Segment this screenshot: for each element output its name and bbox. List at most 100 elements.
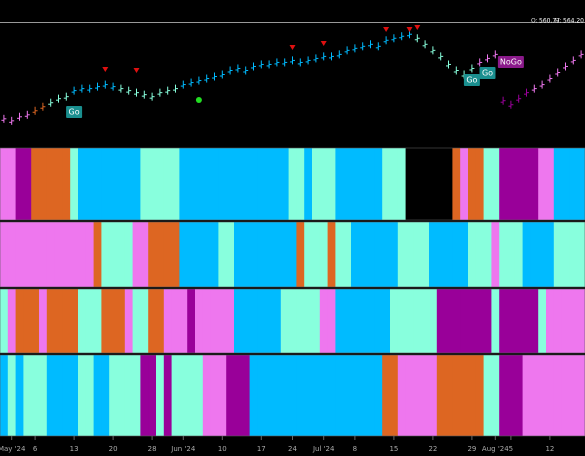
heat-cell — [163, 148, 172, 220]
price-bar — [110, 82, 116, 91]
heat-cell — [62, 222, 71, 287]
heat-cell — [514, 289, 523, 353]
heat-cell — [109, 355, 118, 436]
heat-cell — [46, 148, 55, 220]
heat-cell — [351, 148, 360, 220]
price-bar — [243, 66, 249, 75]
heat-cell — [421, 148, 430, 220]
signal-triangle — [406, 27, 413, 32]
heat-cell — [312, 355, 321, 436]
x-tick-label: 13 — [70, 445, 79, 453]
heat-cell — [241, 222, 250, 287]
price-bar — [212, 72, 217, 81]
heat-cell — [202, 222, 211, 287]
heat-cell — [397, 289, 406, 353]
heat-cell — [538, 148, 547, 220]
heat-cell — [218, 355, 227, 436]
signal-triangle — [320, 41, 327, 46]
heat-cell — [296, 289, 305, 353]
heat-cell — [499, 289, 508, 353]
x-tick-label: 22 — [428, 445, 437, 453]
x-tick-label: 5 — [509, 445, 513, 453]
heat-cell — [257, 355, 266, 436]
heat-cell — [561, 222, 570, 287]
heat-cell — [109, 222, 118, 287]
heat-cell — [429, 148, 438, 220]
price-bar — [524, 88, 529, 97]
heat-cell — [93, 148, 102, 220]
heat-cell — [179, 222, 188, 287]
x-tick-label: Jul '24 — [312, 445, 335, 453]
price-bar — [63, 92, 69, 101]
heat-cell — [187, 289, 196, 353]
heat-cell — [312, 222, 321, 287]
heat-cell — [187, 355, 196, 436]
heat-cell — [85, 148, 94, 220]
heat-cell — [390, 355, 399, 436]
heat-cell — [85, 289, 94, 353]
heat-cell — [312, 148, 321, 220]
x-tick-label: 8 — [353, 445, 357, 453]
price-bar — [563, 62, 568, 71]
heat-cell — [140, 289, 149, 353]
price-bar — [134, 88, 139, 97]
heat-cell — [351, 355, 360, 436]
heat-cell — [54, 289, 63, 353]
heat-cell — [444, 355, 453, 436]
band-border — [0, 147, 585, 221]
heat-cell — [460, 148, 469, 220]
heat-cell — [304, 222, 313, 287]
signal-dot — [195, 97, 202, 103]
x-tick-label: 12 — [545, 445, 554, 453]
price-bar — [102, 80, 108, 89]
heat-cell — [507, 355, 516, 436]
heat-cell — [413, 148, 422, 220]
heat-cell — [179, 355, 188, 436]
heat-cell — [483, 289, 492, 353]
heat-cell — [249, 222, 258, 287]
open-label: O: — [531, 18, 538, 25]
heat-cell — [249, 148, 258, 220]
heat-cell — [499, 148, 508, 220]
heat-cell — [561, 355, 570, 436]
annotation-badge — [463, 74, 480, 86]
heat-cell — [514, 148, 523, 220]
heat-cell — [210, 289, 219, 353]
heat-cell — [148, 222, 157, 287]
heat-cell — [475, 222, 484, 287]
heat-cell — [218, 222, 227, 287]
heat-cell — [156, 355, 165, 436]
annotation-badge — [497, 56, 524, 68]
heat-cell — [23, 148, 32, 220]
x-tick-label: 24 — [288, 445, 297, 453]
heat-cell — [39, 355, 48, 436]
heat-cell — [7, 355, 16, 436]
price-bar — [578, 50, 584, 59]
heat-cell — [319, 148, 328, 220]
heat-cell — [109, 148, 118, 220]
heat-cell — [0, 222, 9, 287]
heat-cell — [234, 355, 243, 436]
heat-cell — [296, 355, 305, 436]
price-bar — [547, 74, 553, 83]
heat-cell — [195, 148, 204, 220]
annotation-badge — [479, 67, 496, 79]
heat-cell — [343, 222, 352, 287]
heat-cell — [397, 355, 406, 436]
x-tick-label: 20 — [109, 445, 118, 453]
price-bar — [1, 114, 7, 123]
heat-cell — [460, 222, 469, 287]
heat-cell — [210, 355, 219, 436]
heat-cell — [31, 148, 40, 220]
heat-cell — [343, 148, 352, 220]
x-tick-label: 15 — [389, 445, 398, 453]
price-bar — [336, 50, 342, 59]
heat-cell — [156, 289, 165, 353]
heat-cell — [148, 148, 157, 220]
heat-cell — [265, 355, 274, 436]
heat-cell — [15, 289, 24, 353]
heat-cell — [366, 355, 375, 436]
heat-cell — [343, 289, 352, 353]
heat-cell — [163, 222, 172, 287]
heat-cell — [171, 222, 180, 287]
